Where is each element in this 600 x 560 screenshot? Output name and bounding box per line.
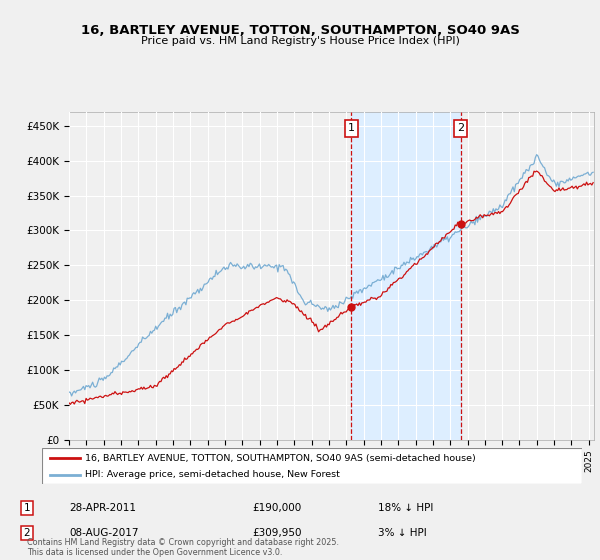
Text: Contains HM Land Registry data © Crown copyright and database right 2025.
This d: Contains HM Land Registry data © Crown c… — [27, 538, 339, 557]
Text: 1: 1 — [23, 503, 31, 513]
Text: 16, BARTLEY AVENUE, TOTTON, SOUTHAMPTON, SO40 9AS (semi-detached house): 16, BARTLEY AVENUE, TOTTON, SOUTHAMPTON,… — [85, 454, 476, 463]
Text: Price paid vs. HM Land Registry's House Price Index (HPI): Price paid vs. HM Land Registry's House … — [140, 36, 460, 46]
Text: 08-AUG-2017: 08-AUG-2017 — [69, 528, 139, 538]
Bar — [352, 112, 461, 440]
Text: £309,950: £309,950 — [252, 528, 302, 538]
Text: 3% ↓ HPI: 3% ↓ HPI — [378, 528, 427, 538]
Text: 28-APR-2011: 28-APR-2011 — [69, 503, 136, 513]
Text: 16, BARTLEY AVENUE, TOTTON, SOUTHAMPTON, SO40 9AS: 16, BARTLEY AVENUE, TOTTON, SOUTHAMPTON,… — [80, 24, 520, 36]
Text: £190,000: £190,000 — [252, 503, 301, 513]
Text: 18% ↓ HPI: 18% ↓ HPI — [378, 503, 433, 513]
Text: 2: 2 — [23, 528, 31, 538]
Text: 1: 1 — [348, 123, 355, 133]
Text: 2: 2 — [457, 123, 464, 133]
FancyBboxPatch shape — [42, 448, 582, 484]
Text: HPI: Average price, semi-detached house, New Forest: HPI: Average price, semi-detached house,… — [85, 470, 340, 479]
